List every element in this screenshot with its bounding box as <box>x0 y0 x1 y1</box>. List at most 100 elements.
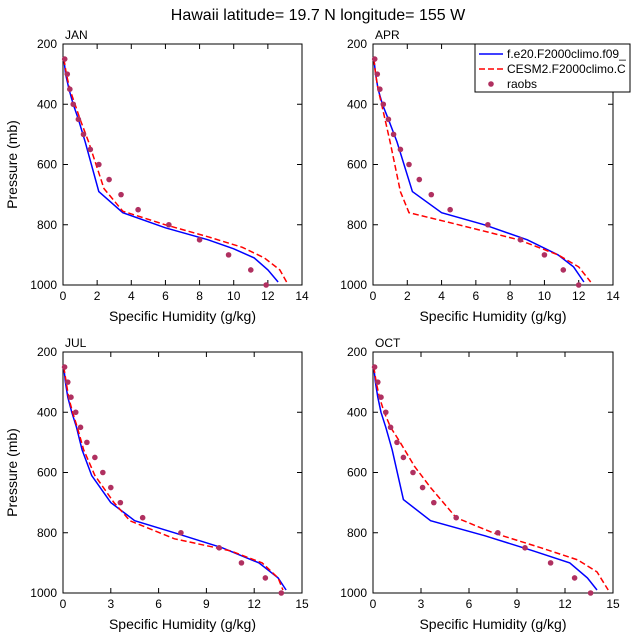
raobs-point <box>96 161 102 168</box>
x-tick-label: 8 <box>196 289 203 303</box>
x-tick-label: 10 <box>538 289 552 303</box>
panel-label: APR <box>375 28 400 42</box>
y-tick-label: 1000 <box>340 586 367 600</box>
x-tick-label: 10 <box>227 289 241 303</box>
raobs-point <box>419 484 426 491</box>
y-tick-label: 800 <box>347 218 367 232</box>
y-tick-label: 400 <box>347 97 367 111</box>
x-tick-label: 6 <box>155 597 162 611</box>
raobs-point <box>541 252 548 258</box>
raobs-point <box>416 176 423 183</box>
panel-jan: JAN 0 2 4 6 8 10 12 14 200 400 600 800 1000 Specific H… <box>4 28 309 324</box>
raobs-point <box>400 454 407 461</box>
x-axis-label: Specific Humidity (g/kg) <box>419 616 566 632</box>
raobs-point <box>517 237 524 243</box>
y-tick-label: 1000 <box>340 278 367 292</box>
y-tick-label: 1000 <box>30 586 57 600</box>
raobs-point <box>410 469 416 476</box>
x-tick-label: 9 <box>514 597 521 611</box>
raobs-point <box>238 560 245 566</box>
raobs-point <box>84 439 90 446</box>
raobs-point <box>100 469 106 476</box>
x-tick-label: 15 <box>606 597 620 611</box>
raobs-point <box>428 191 435 198</box>
x-tick-label: 0 <box>370 597 377 611</box>
raobs-point <box>495 529 501 536</box>
legend-label: f.e20.F2000climo.f09_ <box>507 47 626 61</box>
legend-marker-raobs <box>488 81 494 87</box>
x-tick-label: 0 <box>370 289 377 303</box>
plot-frame <box>372 351 614 594</box>
raobs-point <box>374 71 381 77</box>
y-axis-label: Pressure (mb) <box>4 428 20 517</box>
raobs-point <box>406 161 412 168</box>
y-tick-label: 800 <box>37 218 57 232</box>
y-tick-label: 400 <box>347 405 367 419</box>
raobs-point <box>216 545 222 551</box>
series-f-e20-line <box>373 367 598 591</box>
legend-box <box>474 43 631 93</box>
raobs-point <box>485 221 491 228</box>
y-tick-label: 600 <box>37 158 57 172</box>
raobs-point <box>70 101 77 108</box>
raobs-point <box>135 206 141 213</box>
raobs-point <box>262 575 269 581</box>
raobs-point <box>385 116 392 123</box>
x-tick-label: 0 <box>60 289 67 303</box>
x-axis-label: Specific Humidity (g/kg) <box>109 616 256 632</box>
x-tick-label: 8 <box>507 289 514 303</box>
raobs-point <box>278 590 285 596</box>
legend-label: CESM2.F2000climo.C <box>507 62 626 76</box>
panel-oct: OCT 0 3 6 9 12 15 200 400 600 800 1000 Specific Humi… <box>340 336 620 632</box>
panel-label: JAN <box>65 28 88 42</box>
panel-label: JUL <box>65 336 87 350</box>
raobs-point <box>522 545 528 551</box>
series-cesm2-line <box>63 58 288 283</box>
x-tick-label: 3 <box>418 597 425 611</box>
raobs-point <box>263 282 269 288</box>
x-tick-label: 4 <box>128 289 135 303</box>
raobs-point <box>397 146 404 153</box>
x-tick-label: 12 <box>558 597 572 611</box>
x-tick-label: 12 <box>261 289 275 303</box>
raobs-point <box>67 86 73 92</box>
y-tick-label: 600 <box>347 158 367 172</box>
x-tick-label: 2 <box>404 289 411 303</box>
x-tick-label: 3 <box>107 597 114 611</box>
raobs-point <box>394 439 400 446</box>
raobs-point <box>377 86 383 92</box>
y-tick-label: 200 <box>37 37 57 51</box>
raobs-point <box>75 116 82 123</box>
series-cesm2-line <box>63 366 284 591</box>
raobs-point <box>390 131 397 138</box>
y-tick-label: 1000 <box>30 278 57 292</box>
raobs-point <box>61 364 68 370</box>
raobs-point <box>247 267 254 273</box>
raobs-point <box>383 409 389 416</box>
raobs-point <box>587 590 594 596</box>
panel-label: OCT <box>375 336 401 350</box>
y-tick-label: 600 <box>37 466 57 480</box>
raobs-point <box>87 146 94 153</box>
raobs-point <box>178 529 184 536</box>
raobs-point <box>560 267 567 273</box>
raobs-point <box>77 424 84 431</box>
plot-frame <box>62 351 303 594</box>
x-axis-label: Specific Humidity (g/kg) <box>419 308 566 324</box>
raobs-point <box>108 484 114 491</box>
y-tick-label: 600 <box>347 466 367 480</box>
raobs-point <box>139 514 146 521</box>
raobs-point <box>453 514 460 521</box>
series-f-e20-line <box>373 59 585 283</box>
x-tick-label: 6 <box>466 597 473 611</box>
raobs-point <box>166 221 172 228</box>
raobs-point <box>117 499 124 506</box>
figure-title: Hawaii latitude= 19.7 N longitude= 155 W <box>171 7 466 24</box>
x-tick-label: 15 <box>295 597 309 611</box>
x-tick-label: 12 <box>248 597 262 611</box>
x-tick-label: 9 <box>203 597 210 611</box>
x-tick-label: 14 <box>295 289 309 303</box>
y-axis-label: Pressure (mb) <box>4 120 20 209</box>
y-tick-label: 800 <box>347 526 367 540</box>
